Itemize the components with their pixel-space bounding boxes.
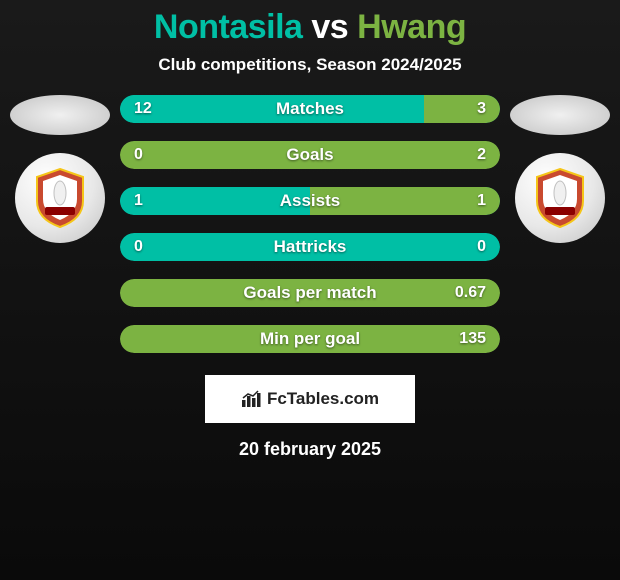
- stat-row: Goals per match0.67: [120, 279, 500, 307]
- brand-text: FcTables.com: [267, 389, 379, 409]
- main-area: 12Matches30Goals21Assists10Hattricks0Goa…: [0, 95, 620, 353]
- stat-label: Hattricks: [120, 233, 500, 261]
- page-title: Nontasila vs Hwang: [154, 8, 466, 47]
- date-text: 20 february 2025: [239, 439, 381, 460]
- stat-right-value: 0: [477, 233, 486, 261]
- shield-icon: [533, 167, 587, 229]
- stat-row: 0Goals2: [120, 141, 500, 169]
- stat-right-value: 2: [477, 141, 486, 169]
- stat-row: 0Hattricks0: [120, 233, 500, 261]
- subtitle: Club competitions, Season 2024/2025: [158, 55, 461, 75]
- title-left: Nontasila: [154, 8, 303, 46]
- comparison-infographic: Nontasila vs Hwang Club competitions, Se…: [0, 0, 620, 580]
- stat-label: Min per goal: [120, 325, 500, 353]
- stat-label: Goals: [120, 141, 500, 169]
- club-badge-left: [15, 153, 105, 243]
- stat-label: Goals per match: [120, 279, 500, 307]
- stat-right-value: 3: [477, 95, 486, 123]
- chart-icon: [241, 390, 261, 408]
- stat-label: Assists: [120, 187, 500, 215]
- club-badge-right: [515, 153, 605, 243]
- player-avatar-left: [10, 95, 110, 135]
- stat-right-value: 1: [477, 187, 486, 215]
- branding-box: FcTables.com: [205, 375, 415, 423]
- shield-icon: [33, 167, 87, 229]
- stat-label: Matches: [120, 95, 500, 123]
- right-column: [510, 95, 610, 243]
- stat-row: 12Matches3: [120, 95, 500, 123]
- stat-right-value: 0.67: [455, 279, 486, 307]
- title-vs: vs: [302, 8, 357, 46]
- stat-row: Min per goal135: [120, 325, 500, 353]
- left-column: [10, 95, 110, 243]
- title-right: Hwang: [357, 8, 466, 46]
- stat-right-value: 135: [459, 325, 486, 353]
- stat-bars: 12Matches30Goals21Assists10Hattricks0Goa…: [120, 95, 500, 353]
- player-avatar-right: [510, 95, 610, 135]
- stat-row: 1Assists1: [120, 187, 500, 215]
